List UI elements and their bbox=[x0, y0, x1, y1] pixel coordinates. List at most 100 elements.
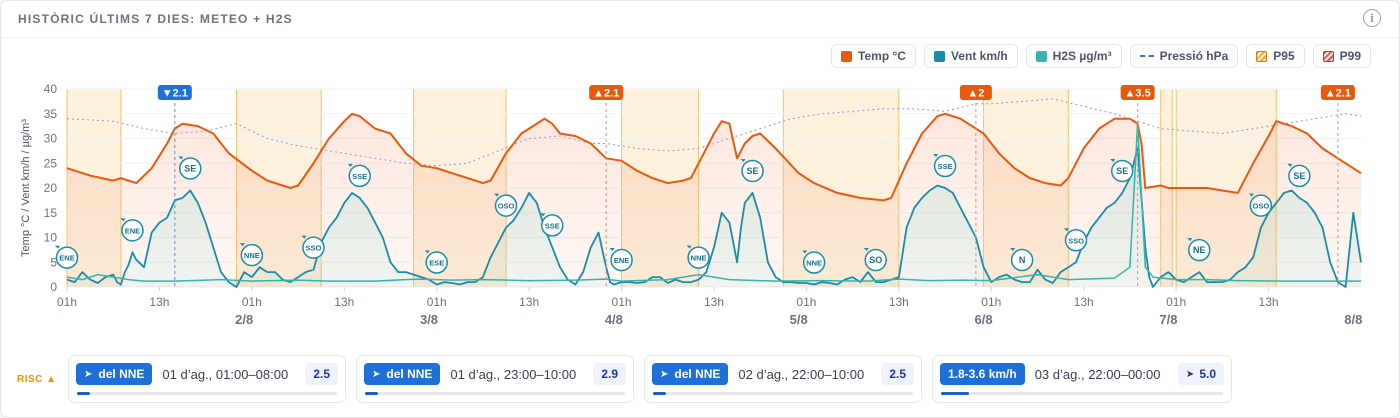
series-line-pressió bbox=[66, 98, 1362, 167]
wind-marker-circle bbox=[610, 248, 633, 272]
series-area bbox=[67, 113, 1361, 287]
wind-marker: SE bbox=[1110, 158, 1134, 183]
wind-badge-label: del NNE bbox=[674, 367, 721, 381]
time-range: 03 d’ag., 22:00–00:00 bbox=[1034, 366, 1161, 382]
wind-marker-circle bbox=[1188, 238, 1211, 262]
wind-marker-circle bbox=[178, 157, 202, 180]
wind-direction-label: SO bbox=[869, 255, 882, 265]
alert-badge bbox=[959, 85, 992, 100]
wind-badge-label: 1.8-3.6 km/h bbox=[948, 367, 1017, 381]
hour-tick-label: 01h bbox=[1166, 295, 1186, 309]
legend-item-5[interactable]: P99 bbox=[1312, 44, 1371, 68]
date-tick-label: 8/8 bbox=[1344, 312, 1362, 327]
alert-badge bbox=[1120, 85, 1155, 100]
risk-card-row: ➤ del NNE 01 d’ag., 01:00–08:00 2.5 bbox=[76, 363, 338, 385]
risk-progress-bar bbox=[365, 392, 625, 395]
wind-arrow-icon bbox=[740, 158, 746, 162]
risk-value: 2.5 bbox=[889, 367, 906, 381]
risk-value-badge: 2.5 bbox=[305, 363, 338, 385]
wind-direction-label: SSE bbox=[938, 162, 953, 171]
wind-arrow-icon: ➤ bbox=[372, 368, 381, 380]
wind-marker: SSE bbox=[933, 154, 957, 178]
time-range: 01 d’ag., 23:00–10:00 bbox=[450, 366, 577, 382]
legend-swatch bbox=[841, 50, 853, 62]
hour-tick-label: 01h bbox=[57, 295, 77, 309]
legend-label: P95 bbox=[1273, 49, 1295, 63]
date-tick-label: 5/8 bbox=[790, 312, 808, 327]
chart-legend: Temp °C Vent km/h H2S µg/m³ Pressió hPa P95 P… bbox=[831, 44, 1371, 68]
wind-direction-label: OSO bbox=[498, 202, 515, 211]
wind-direction-label: OSO bbox=[1253, 202, 1270, 211]
date-tick-label: 4/8 bbox=[605, 312, 623, 327]
info-icon[interactable]: i bbox=[1363, 9, 1381, 27]
wind-marker-circle bbox=[1064, 229, 1088, 252]
wind-direction-label: ESE bbox=[429, 259, 444, 268]
legend-item-0[interactable]: Temp °C bbox=[831, 44, 916, 68]
wind-marker-circle bbox=[302, 236, 325, 259]
legend-swatch bbox=[933, 50, 945, 62]
date-tick-label: 2/8 bbox=[235, 312, 253, 327]
wind-direction-label: ENE bbox=[59, 254, 74, 263]
wind-direction-label: NE bbox=[1193, 245, 1206, 255]
wind-marker-circle bbox=[348, 164, 371, 188]
y-tick-label: 35 bbox=[44, 107, 58, 121]
risk-progress-fill bbox=[653, 392, 666, 395]
y-tick-label: 15 bbox=[44, 206, 58, 220]
risk-card-2[interactable]: ➤ del NNE 02 d’ag., 22:00–10:00 2.5 bbox=[644, 355, 922, 403]
risk-card-row: ➤ del NNE 02 d’ag., 22:00–10:00 2.5 bbox=[652, 363, 914, 385]
wind-direction-label: NNE bbox=[244, 251, 260, 260]
date-tick-label: 6/8 bbox=[975, 312, 993, 327]
risk-card-1[interactable]: ➤ del NNE 01 d’ag., 23:00–10:00 2.9 bbox=[356, 355, 634, 403]
series-line-vent bbox=[66, 147, 1362, 288]
legend-item-4[interactable]: P95 bbox=[1246, 44, 1305, 68]
wind-direction-label: SE bbox=[1116, 166, 1128, 176]
y-tick-label: 10 bbox=[44, 231, 58, 245]
hour-tick-label: 01h bbox=[242, 295, 262, 309]
risk-label: RISC ▲ bbox=[17, 374, 57, 385]
y-tick-label: 0 bbox=[50, 280, 57, 294]
wind-marker: SO bbox=[863, 248, 887, 272]
wind-arrow-icon bbox=[178, 156, 184, 160]
legend-item-3[interactable]: Pressió hPa bbox=[1129, 44, 1239, 68]
risk-progress-bar bbox=[653, 392, 913, 395]
risk-progress-fill bbox=[941, 392, 970, 395]
alert-badge bbox=[1320, 85, 1355, 100]
legend-item-1[interactable]: Vent km/h bbox=[923, 44, 1018, 68]
risk-card-row: ➤ del NNE 01 d’ag., 23:00–10:00 2.9 bbox=[364, 363, 626, 385]
alert-badge bbox=[157, 85, 192, 100]
wind-marker: OSO bbox=[494, 193, 518, 217]
wind-direction-label: ENE bbox=[614, 256, 629, 265]
wind-arrow-icon bbox=[347, 163, 353, 167]
wind-arrow-icon: ➤ bbox=[1185, 368, 1195, 380]
hour-tick-label: 01h bbox=[612, 295, 632, 309]
risk-value-badge: ➤ 5.0 bbox=[1177, 363, 1224, 385]
wind-arrow-icon bbox=[1064, 228, 1070, 232]
risk-card-3[interactable]: 1.8-3.6 km/h 03 d’ag., 22:00–00:00 ➤ 5.0 bbox=[932, 355, 1232, 403]
wind-badge-label: del NNE bbox=[98, 367, 145, 381]
wind-marker-circle bbox=[1288, 164, 1311, 188]
y-tick-label: 25 bbox=[44, 156, 58, 170]
wind-marker: SE bbox=[1287, 163, 1311, 188]
risk-progress-bar bbox=[77, 392, 337, 395]
risk-card-0[interactable]: ➤ del NNE 01 d’ag., 01:00–08:00 2.5 bbox=[68, 355, 346, 403]
wind-marker: OSO bbox=[1248, 193, 1273, 217]
panel-title: HISTÒRIC ÚLTIMS 7 DIES: METEO + H2S bbox=[18, 12, 293, 26]
alert-label: ▲2.1 bbox=[1325, 88, 1351, 100]
legend-label: H2S µg/m³ bbox=[1052, 49, 1112, 63]
legend-item-2[interactable]: H2S µg/m³ bbox=[1025, 44, 1122, 68]
wind-arrow-icon bbox=[1110, 158, 1116, 162]
wind-arrow-icon: ➤ bbox=[84, 368, 93, 380]
wind-marker: ENE bbox=[120, 218, 144, 242]
wind-arrow-icon bbox=[540, 213, 546, 217]
hour-tick-label: 01h bbox=[796, 295, 816, 309]
hour-tick-label: 13h bbox=[704, 295, 724, 309]
legend-swatch bbox=[1322, 50, 1334, 62]
risk-value-badge: 2.5 bbox=[881, 363, 914, 385]
wind-marker: SSE bbox=[540, 213, 564, 237]
alert-badge bbox=[589, 85, 624, 100]
y-axis-label: Temp °C / Vent km/h / µg/m³ bbox=[20, 119, 32, 257]
wind-direction-label: SSE bbox=[352, 172, 367, 181]
wind-arrow-icon bbox=[802, 250, 808, 254]
panel-header: HISTÒRIC ÚLTIMS 7 DIES: METEO + H2S i bbox=[1, 1, 1399, 38]
wind-arrow-icon bbox=[686, 245, 692, 249]
